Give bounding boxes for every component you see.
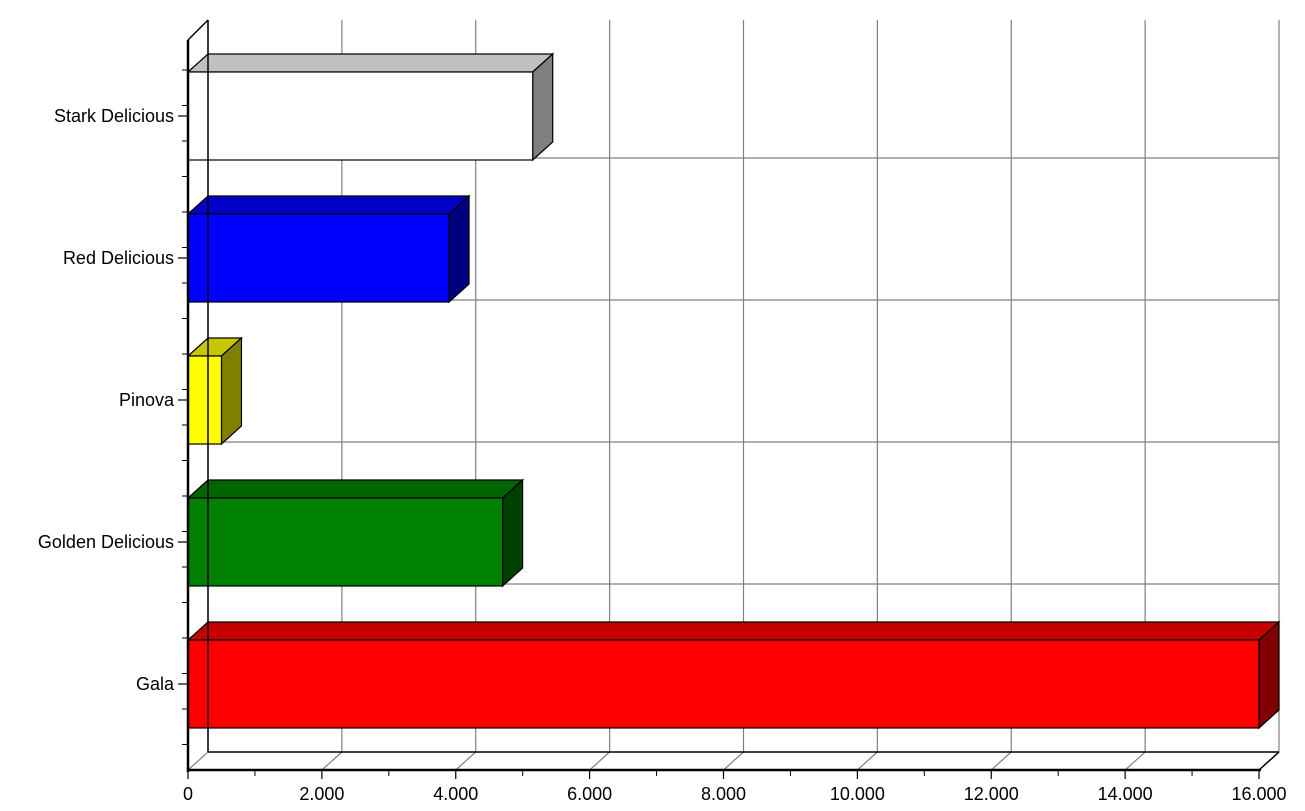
floor-gridline <box>990 751 1012 771</box>
floor-gridline <box>455 751 477 771</box>
y-tick-label: Pinova <box>119 390 175 410</box>
x-tick-label: 0 <box>183 784 193 804</box>
floor-gridline <box>589 751 611 771</box>
y-axis-category-labels: Stark Delicious Red Delicious Pinova Golden… <box>38 106 188 694</box>
floor-gridline <box>1124 751 1146 771</box>
bar-top-face <box>186 195 471 215</box>
bar-side-face <box>448 194 470 304</box>
bar-top-face <box>186 53 555 73</box>
floor-gridline <box>321 751 343 771</box>
y-tick-label: Stark Delicious <box>54 106 174 126</box>
floor-gridline <box>856 751 878 771</box>
bar-pinova <box>186 336 244 446</box>
x-tick-label: 10.000 <box>830 784 885 804</box>
bar-front-face <box>187 497 504 587</box>
y-tick-label: Golden Delicious <box>38 532 174 552</box>
y-tick-label: Red Delicious <box>63 248 174 268</box>
x-tick-label: 16.000 <box>1231 784 1286 804</box>
bar-stark-delicious <box>186 52 555 162</box>
bar-front-face <box>187 639 1260 729</box>
x-tick-label: 2.000 <box>299 784 344 804</box>
bar-top-face <box>186 479 525 499</box>
floor-gridline <box>187 751 209 771</box>
bar-front-face <box>187 71 534 161</box>
bar-side-face <box>532 52 554 162</box>
x-tick-label: 12.000 <box>964 784 1019 804</box>
y-tick-label: Gala <box>136 674 175 694</box>
chart-bars <box>186 52 1281 730</box>
side-wall-top-edge <box>187 19 209 41</box>
bar-side-face <box>502 478 524 588</box>
x-tick-label: 4.000 <box>433 784 478 804</box>
bar-front-face <box>187 213 450 303</box>
x-tick-label: 6.000 <box>567 784 612 804</box>
bar-side-face <box>1258 620 1280 730</box>
bar-red-delicious <box>186 194 471 304</box>
bar-top-face <box>186 621 1281 641</box>
floor-gridline <box>723 751 744 771</box>
bar-side-face <box>220 336 243 446</box>
x-axis-tick-labels: 0 2.000 4.000 6.000 8.000 10.000 12.000 14.000 1… <box>183 784 1287 804</box>
x-tick-label: 14.000 <box>1098 784 1153 804</box>
floor-right-edge <box>1258 751 1280 771</box>
bar-golden-delicious <box>186 478 525 588</box>
bar-gala <box>186 620 1281 730</box>
bar-front-face <box>187 355 223 445</box>
chart-axes <box>182 19 1280 779</box>
x-tick-label: 8.000 <box>701 784 746 804</box>
